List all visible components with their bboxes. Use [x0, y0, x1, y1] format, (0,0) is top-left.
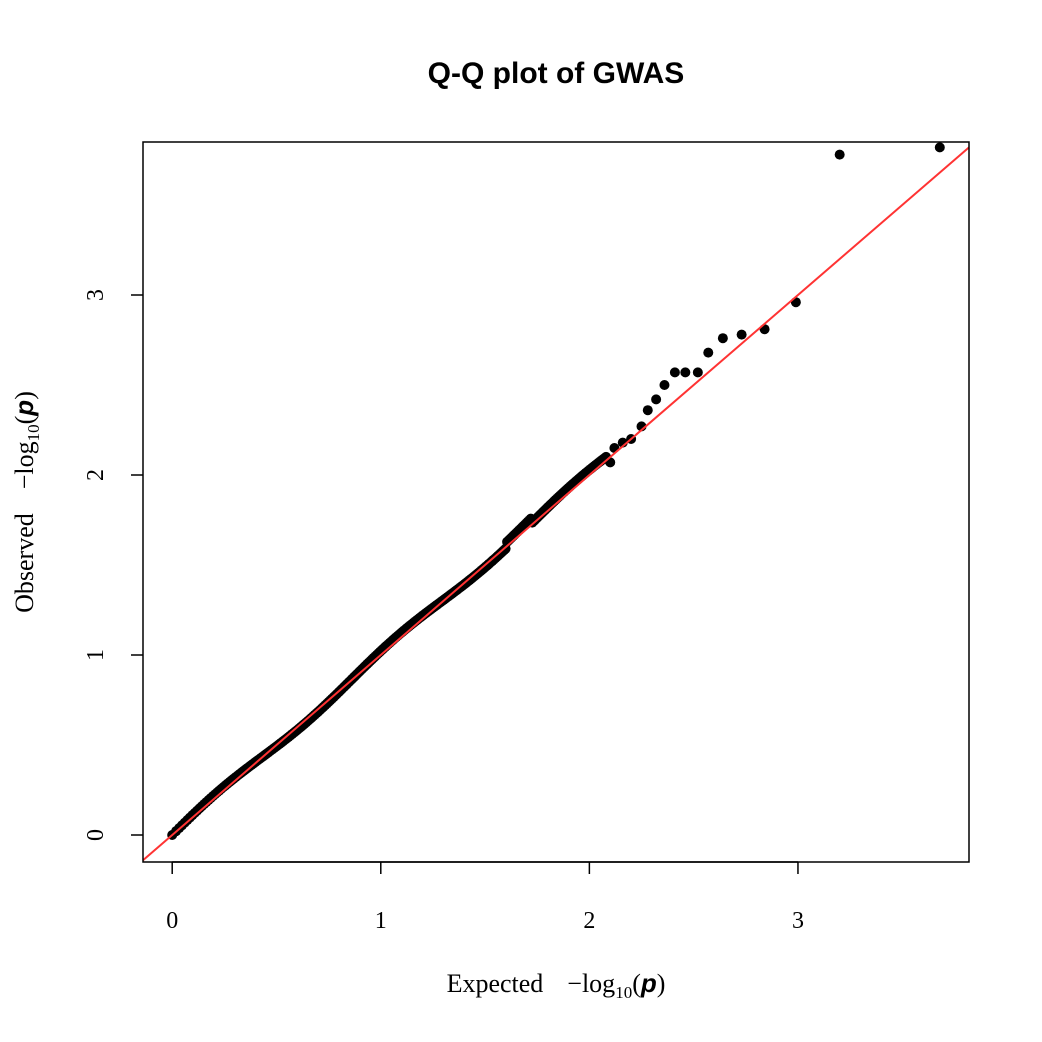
y-tick-label: 1	[83, 649, 109, 661]
data-point	[934, 142, 945, 153]
x-tick-label: 3	[792, 908, 804, 934]
x-tick-label: 2	[583, 908, 595, 934]
points-layer	[167, 142, 945, 840]
data-point	[669, 367, 680, 378]
x-axis-label: Expected −log10(p)	[447, 968, 666, 1002]
data-point	[703, 347, 714, 358]
data-point	[736, 329, 747, 340]
data-point	[692, 367, 703, 378]
y-axis-label-close-paren: )	[10, 391, 39, 400]
data-point	[659, 380, 670, 390]
y-axis: 0 1 2 3	[83, 289, 143, 841]
x-axis-label-var: p	[640, 968, 657, 998]
data-point	[680, 367, 691, 378]
y-tick-label: 2	[83, 469, 109, 481]
x-axis-label-close-paren: )	[657, 969, 666, 998]
y-axis-label: Observed −log10(p)	[9, 391, 43, 613]
y-axis-label-open-paren: (	[10, 416, 39, 425]
data-point	[651, 394, 662, 405]
x-tick-label: 1	[375, 908, 387, 934]
reference-line	[142, 146, 970, 861]
x-axis-label-open-paren: (	[632, 969, 641, 998]
x-axis-label-prefix: Expected	[447, 969, 544, 998]
data-point	[642, 405, 653, 416]
y-axis-label-var: p	[9, 400, 39, 417]
x-axis-label-neglog: −log	[567, 969, 615, 998]
y-axis-label-subscript: 10	[24, 424, 43, 441]
data-point	[834, 149, 845, 160]
y-tick-label: 3	[83, 289, 109, 301]
chart-title: Q-Q plot of GWAS	[428, 57, 685, 90]
x-axis: 0 1 2 3	[166, 861, 804, 934]
x-tick-label: 0	[166, 908, 178, 934]
data-point	[717, 333, 728, 344]
x-axis-label-subscript: 10	[615, 983, 632, 1002]
y-axis-label-neglog: −log	[10, 441, 39, 489]
y-axis-label-prefix: Observed	[10, 513, 39, 613]
y-tick-label: 0	[83, 829, 109, 841]
